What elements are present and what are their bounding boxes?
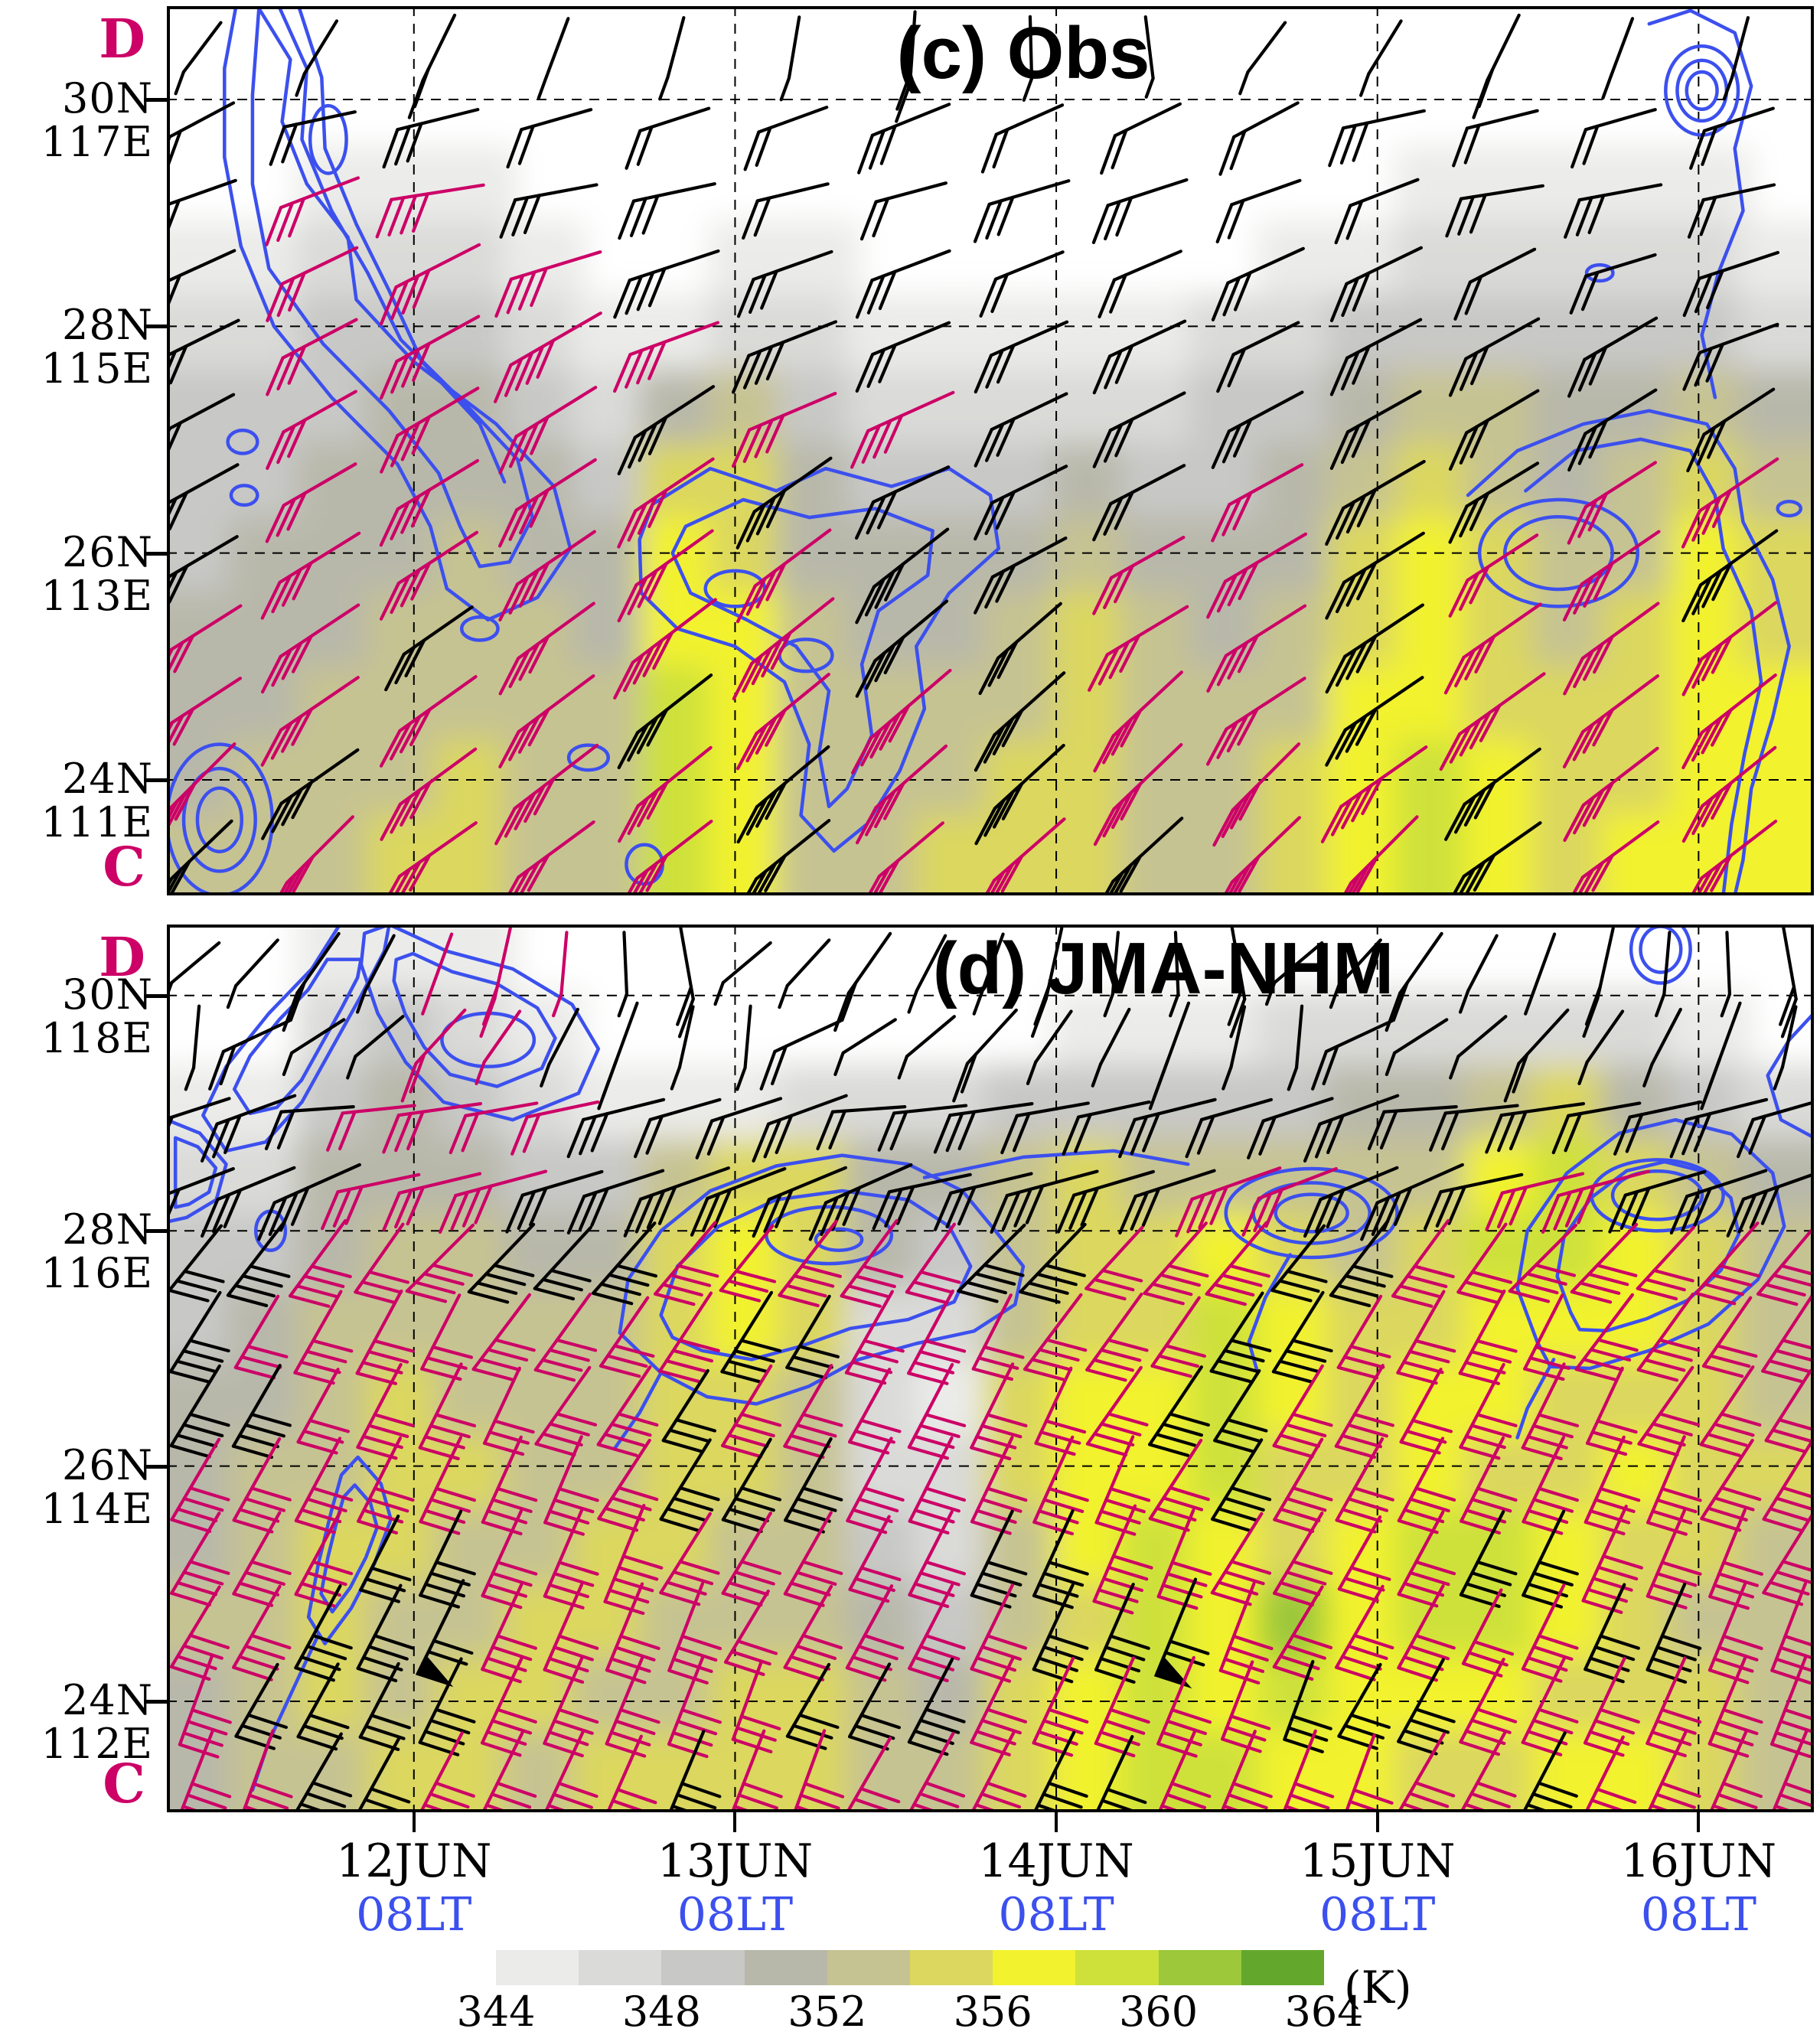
colorbar-cell-2 [661, 1950, 745, 1985]
colorbar-cell-4 [827, 1950, 910, 1985]
colorbar-cell-5 [909, 1950, 993, 1985]
colorbar [496, 1950, 1324, 1985]
y-tick-label-d-24N: 24N 112E [0, 1678, 153, 1766]
colorbar-cell-0 [496, 1950, 579, 1985]
latitude-label: 30N [62, 74, 153, 122]
y-tick-mark-c-0 [144, 98, 167, 102]
y-tick-label-c-28N: 28N 115E [0, 303, 153, 390]
x-date-label-16JUN: 16JUN [1620, 1834, 1777, 1888]
y-tick-label-c-24N: 24N 111E [0, 757, 153, 844]
latitude-label: 28N [62, 301, 153, 350]
x-time-label-0: 08LT [356, 1888, 472, 1942]
x-time-label-1: 08LT [677, 1888, 794, 1942]
colorbar-tick-344: 344 [456, 1988, 536, 2035]
x-date-label-12JUN: 12JUN [336, 1834, 492, 1888]
y-tick-label-c-30N: 30N 117E [0, 77, 153, 164]
y-tick-label-c-26N: 26N 113E [0, 530, 153, 618]
y-tick-mark-c-1 [144, 324, 167, 329]
latitude-label: 24N [62, 1676, 153, 1724]
panel-c-title: (c) Obs [896, 12, 1150, 94]
colorbar-cell-6 [993, 1950, 1076, 1985]
x-tick-mark-3 [1375, 1812, 1379, 1832]
panel-c-svg [167, 6, 1814, 895]
x-time-label-4: 08LT [1640, 1888, 1757, 1942]
latitude-label: 24N [62, 754, 153, 803]
x-time-label-3: 08LT [1319, 1888, 1436, 1942]
y-tick-mark-c-3 [144, 778, 167, 782]
y-tick-mark-d-3 [144, 1700, 167, 1704]
x-tick-mark-0 [412, 1812, 416, 1832]
longitude-label: 118E [41, 1013, 153, 1062]
x-date-label-14JUN: 14JUN [978, 1834, 1134, 1888]
latitude-label: 30N [62, 970, 153, 1019]
panel-c-plot-area [167, 6, 1814, 895]
longitude-label: 117E [41, 118, 153, 166]
panel-d-svg [167, 925, 1814, 1812]
longitude-label: 114E [41, 1484, 153, 1533]
x-time-label-2: 08LT [998, 1888, 1114, 1942]
x-tick-mark-1 [733, 1812, 737, 1832]
colorbar-tick-348: 348 [621, 1988, 701, 2035]
colorbar-cell-3 [744, 1950, 827, 1985]
longitude-label: 112E [41, 1720, 153, 1768]
longitude-label: 113E [41, 571, 153, 620]
colorbar-cell-8 [1158, 1950, 1241, 1985]
x-date-label-13JUN: 13JUN [657, 1834, 814, 1888]
corner-label-D-c: D [99, 7, 145, 70]
y-tick-mark-d-0 [144, 993, 167, 998]
latitude-label: 26N [62, 1440, 153, 1489]
y-tick-label-d-28N: 28N 116E [0, 1208, 153, 1295]
colorbar-tick-364: 364 [1284, 1988, 1364, 2035]
wind-barbs [167, 10, 1780, 895]
colorbar-cell-9 [1241, 1950, 1324, 1985]
y-tick-label-d-30N: 30N 118E [0, 973, 153, 1060]
corner-label-C-d: C [103, 1752, 145, 1815]
colorbar-tick-352: 352 [788, 1988, 867, 2035]
x-tick-mark-2 [1055, 1812, 1058, 1832]
x-date-label-15JUN: 15JUN [1299, 1834, 1456, 1888]
x-tick-mark-4 [1697, 1812, 1701, 1832]
longitude-label: 111E [41, 797, 153, 846]
panel-d-plot-area [167, 925, 1814, 1812]
corner-label-D-d: D [99, 925, 145, 989]
y-tick-mark-d-2 [144, 1464, 167, 1469]
colorbar-cell-1 [579, 1950, 662, 1985]
panel-border [167, 925, 1814, 1812]
latitude-label: 28N [62, 1205, 153, 1254]
y-tick-mark-d-1 [144, 1229, 167, 1234]
y-tick-label-d-26N: 26N 114E [0, 1443, 153, 1531]
theta-e-shading [167, 146, 1814, 895]
longitude-label: 116E [41, 1249, 153, 1298]
panel-d-title: (d) JMA-NHM [932, 928, 1394, 1009]
colorbar-cell-7 [1075, 1950, 1159, 1985]
longitude-label: 115E [41, 344, 153, 393]
y-tick-mark-c-2 [144, 551, 167, 556]
panel-border [167, 6, 1814, 895]
colorbar-unit-label: (K) [1344, 1962, 1412, 2014]
colorbar-tick-360: 360 [1119, 1988, 1199, 2035]
colorbar-tick-356: 356 [953, 1988, 1032, 2035]
latitude-label: 26N [62, 527, 153, 576]
corner-label-C-c: C [103, 835, 145, 898]
